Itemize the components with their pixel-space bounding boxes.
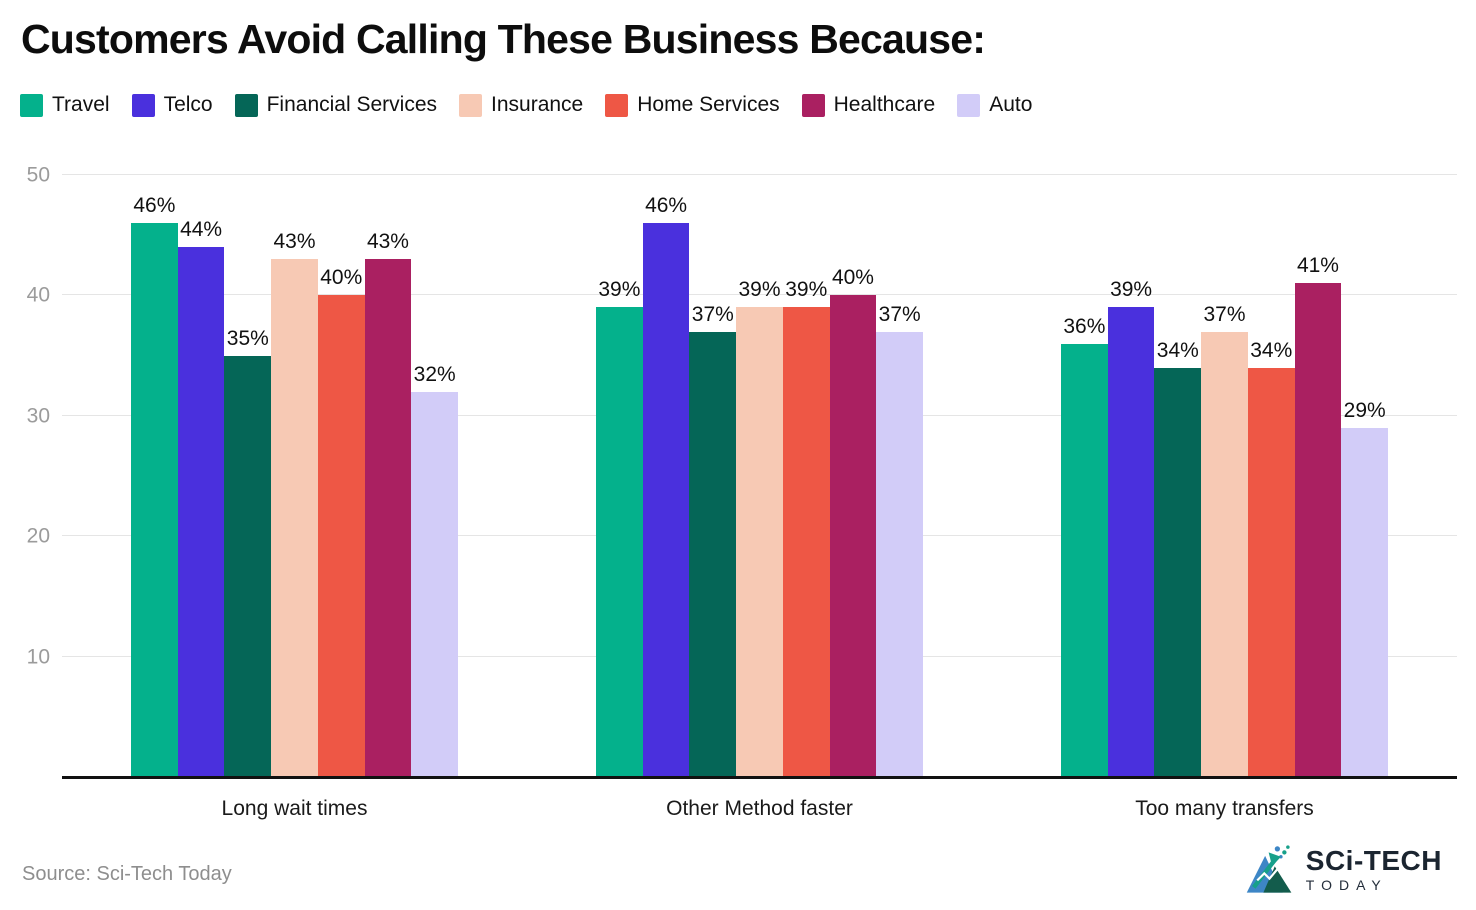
category-label: Long wait times — [221, 797, 368, 820]
legend-item-insurance: Insurance — [459, 93, 583, 117]
logo-mark-icon — [1246, 845, 1292, 893]
bar-value-label: 37% — [1203, 302, 1246, 326]
y-axis-tick-label: 20 — [26, 524, 50, 548]
bar-group: 46% 44% 35% 43% 40% 43% 32% Long wait times — [131, 175, 459, 820]
bar-value-label: 29% — [1343, 398, 1386, 422]
bar-value-label: 39% — [785, 278, 828, 302]
bar-travel: 36% — [1061, 315, 1108, 777]
x-axis-line — [62, 776, 1457, 779]
bar-healthcare: 43% — [364, 230, 412, 777]
y-axis-tick-label: 10 — [26, 645, 50, 669]
bar-financial-services: 35% — [224, 327, 272, 777]
legend-swatch-icon — [20, 93, 43, 117]
logo-title: SCi-TECH — [1305, 844, 1442, 876]
legend-item-label: Auto — [989, 93, 1033, 116]
source-label: Source: Sci-Tech Today — [22, 863, 232, 885]
legend-item-label: Healthcare — [833, 93, 936, 116]
legend-item-label: Home Services — [637, 93, 780, 116]
legend-swatch-icon — [459, 93, 483, 117]
logo: SCi-TECH TODAY — [1245, 841, 1442, 897]
bar-healthcare: 41% — [1294, 254, 1342, 777]
legend-swatch-icon — [957, 93, 981, 117]
bar-value-label: 39% — [1110, 278, 1153, 302]
bar-insurance: 37% — [1201, 303, 1248, 777]
gridline-50 — [62, 174, 1457, 175]
gridline-40 — [62, 294, 1457, 296]
y-axis-tick-label: 30 — [26, 404, 50, 428]
bar-groups: 46% 44% 35% 43% 40% 43% 32% Long wait times 39% 4… — [62, 175, 1457, 820]
y-axis-tick-label: 50 — [26, 163, 50, 187]
category-label: Other Method faster — [666, 797, 853, 820]
bar-financial-services: 37% — [689, 303, 737, 777]
bar-home-services: 39% — [782, 278, 830, 777]
legend-item-label: Financial Services — [266, 93, 438, 116]
legend-swatch-icon — [234, 93, 258, 117]
bar-value-label: 37% — [691, 302, 734, 326]
legend-item-auto: Auto — [957, 93, 1032, 117]
legend: Travel Telco Financial Services Insurance Ho… — [20, 93, 1032, 117]
bar-chart-plot-area: 10 20 30 40 50 46% 44% 35% 43% 40% 43% 32% Long wai… — [27, 165, 1457, 820]
bar-telco: 44% — [177, 218, 225, 777]
bar-telco: 39% — [1107, 278, 1155, 777]
bar-value-label: 32% — [413, 362, 456, 386]
logo-subtitle: TODAY — [1305, 876, 1388, 893]
bar-telco: 46% — [642, 194, 690, 777]
bar-value-label: 39% — [738, 278, 781, 302]
legend-item-healthcare: Healthcare — [801, 93, 936, 117]
legend-item-financial-services: Financial Services — [234, 93, 438, 117]
bar-value-label: 46% — [645, 194, 688, 218]
bar-travel: 46% — [131, 194, 178, 777]
legend-item-label: Telco — [163, 93, 213, 116]
bar-value-label: 35% — [226, 326, 269, 350]
bar-travel: 39% — [596, 278, 643, 777]
bar-home-services: 34% — [1247, 339, 1295, 777]
bar-home-services: 40% — [317, 266, 365, 777]
bar-value-label: 37% — [878, 302, 921, 326]
legend-item-label: Insurance — [491, 93, 584, 116]
bar-insurance: 39% — [736, 278, 783, 777]
legend-item-telco: Telco — [131, 93, 213, 117]
bar-healthcare: 40% — [829, 266, 877, 777]
legend-swatch-icon — [605, 93, 629, 117]
bar-value-label: 43% — [366, 230, 409, 254]
bar-value-label: 40% — [320, 266, 363, 290]
bar-financial-services: 34% — [1154, 339, 1202, 777]
legend-item-travel: Travel — [20, 93, 110, 117]
legend-item-label: Travel — [52, 93, 110, 116]
bar-value-label: 34% — [1156, 338, 1199, 362]
y-axis-tick-label: 40 — [26, 283, 50, 307]
legend-item-home-services: Home Services — [605, 93, 780, 117]
bar-value-label: 41% — [1296, 254, 1339, 278]
bar-value-label: 44% — [180, 218, 223, 242]
bar-value-label: 34% — [1250, 338, 1293, 362]
bar-group: 39% 46% 37% 39% 39% 40% 37% Other Method faster — [596, 175, 924, 820]
bar-value-label: 46% — [133, 194, 176, 218]
bar-group: 36% 39% 34% 37% 34% 41% 29% Too many transfers — [1061, 175, 1389, 820]
bar-value-label: 40% — [831, 266, 874, 290]
bar-auto: 29% — [1341, 399, 1389, 777]
bar-value-label: 36% — [1063, 314, 1106, 338]
bar-value-label: 43% — [273, 230, 316, 254]
bar-auto: 32% — [411, 363, 459, 777]
bar-value-label: 39% — [598, 278, 641, 302]
bar-auto: 37% — [876, 303, 924, 777]
bar-insurance: 43% — [271, 230, 318, 777]
logo-text: SCi-TECH TODAY — [1305, 844, 1442, 893]
category-label: Too many transfers — [1135, 797, 1314, 820]
chart-title: Customers Avoid Calling These Business B… — [21, 16, 986, 62]
legend-swatch-icon — [131, 93, 155, 117]
legend-swatch-icon — [801, 93, 825, 117]
